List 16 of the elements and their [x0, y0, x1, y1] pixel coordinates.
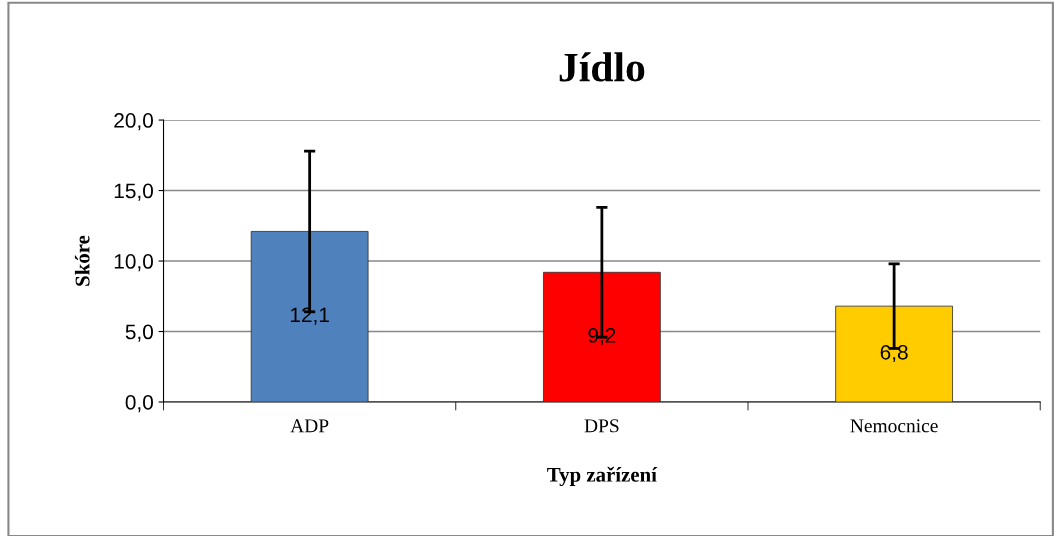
bar [835, 305, 953, 402]
x-tick-label: Nemocnice [850, 419, 938, 433]
y-tick-label: 5,0 [125, 324, 153, 342]
bar [250, 231, 369, 402]
x-axis-title: Typ zařízení [547, 466, 658, 487]
y-tick-label: 15,0 [114, 183, 153, 201]
y-tick-label: 20,0 [114, 113, 153, 131]
data-label: 9,2 [588, 327, 616, 346]
x-tick-label: ADP [290, 419, 329, 433]
data-label: 6,8 [880, 344, 908, 363]
y-tick-label: 10,0 [114, 254, 153, 272]
y-axis-title: Skóre [74, 235, 90, 286]
x-tick-label: DPS [584, 419, 619, 433]
chart-title: Jídlo [559, 52, 645, 82]
bar [543, 271, 661, 402]
y-tick-label: 0,0 [125, 395, 153, 413]
